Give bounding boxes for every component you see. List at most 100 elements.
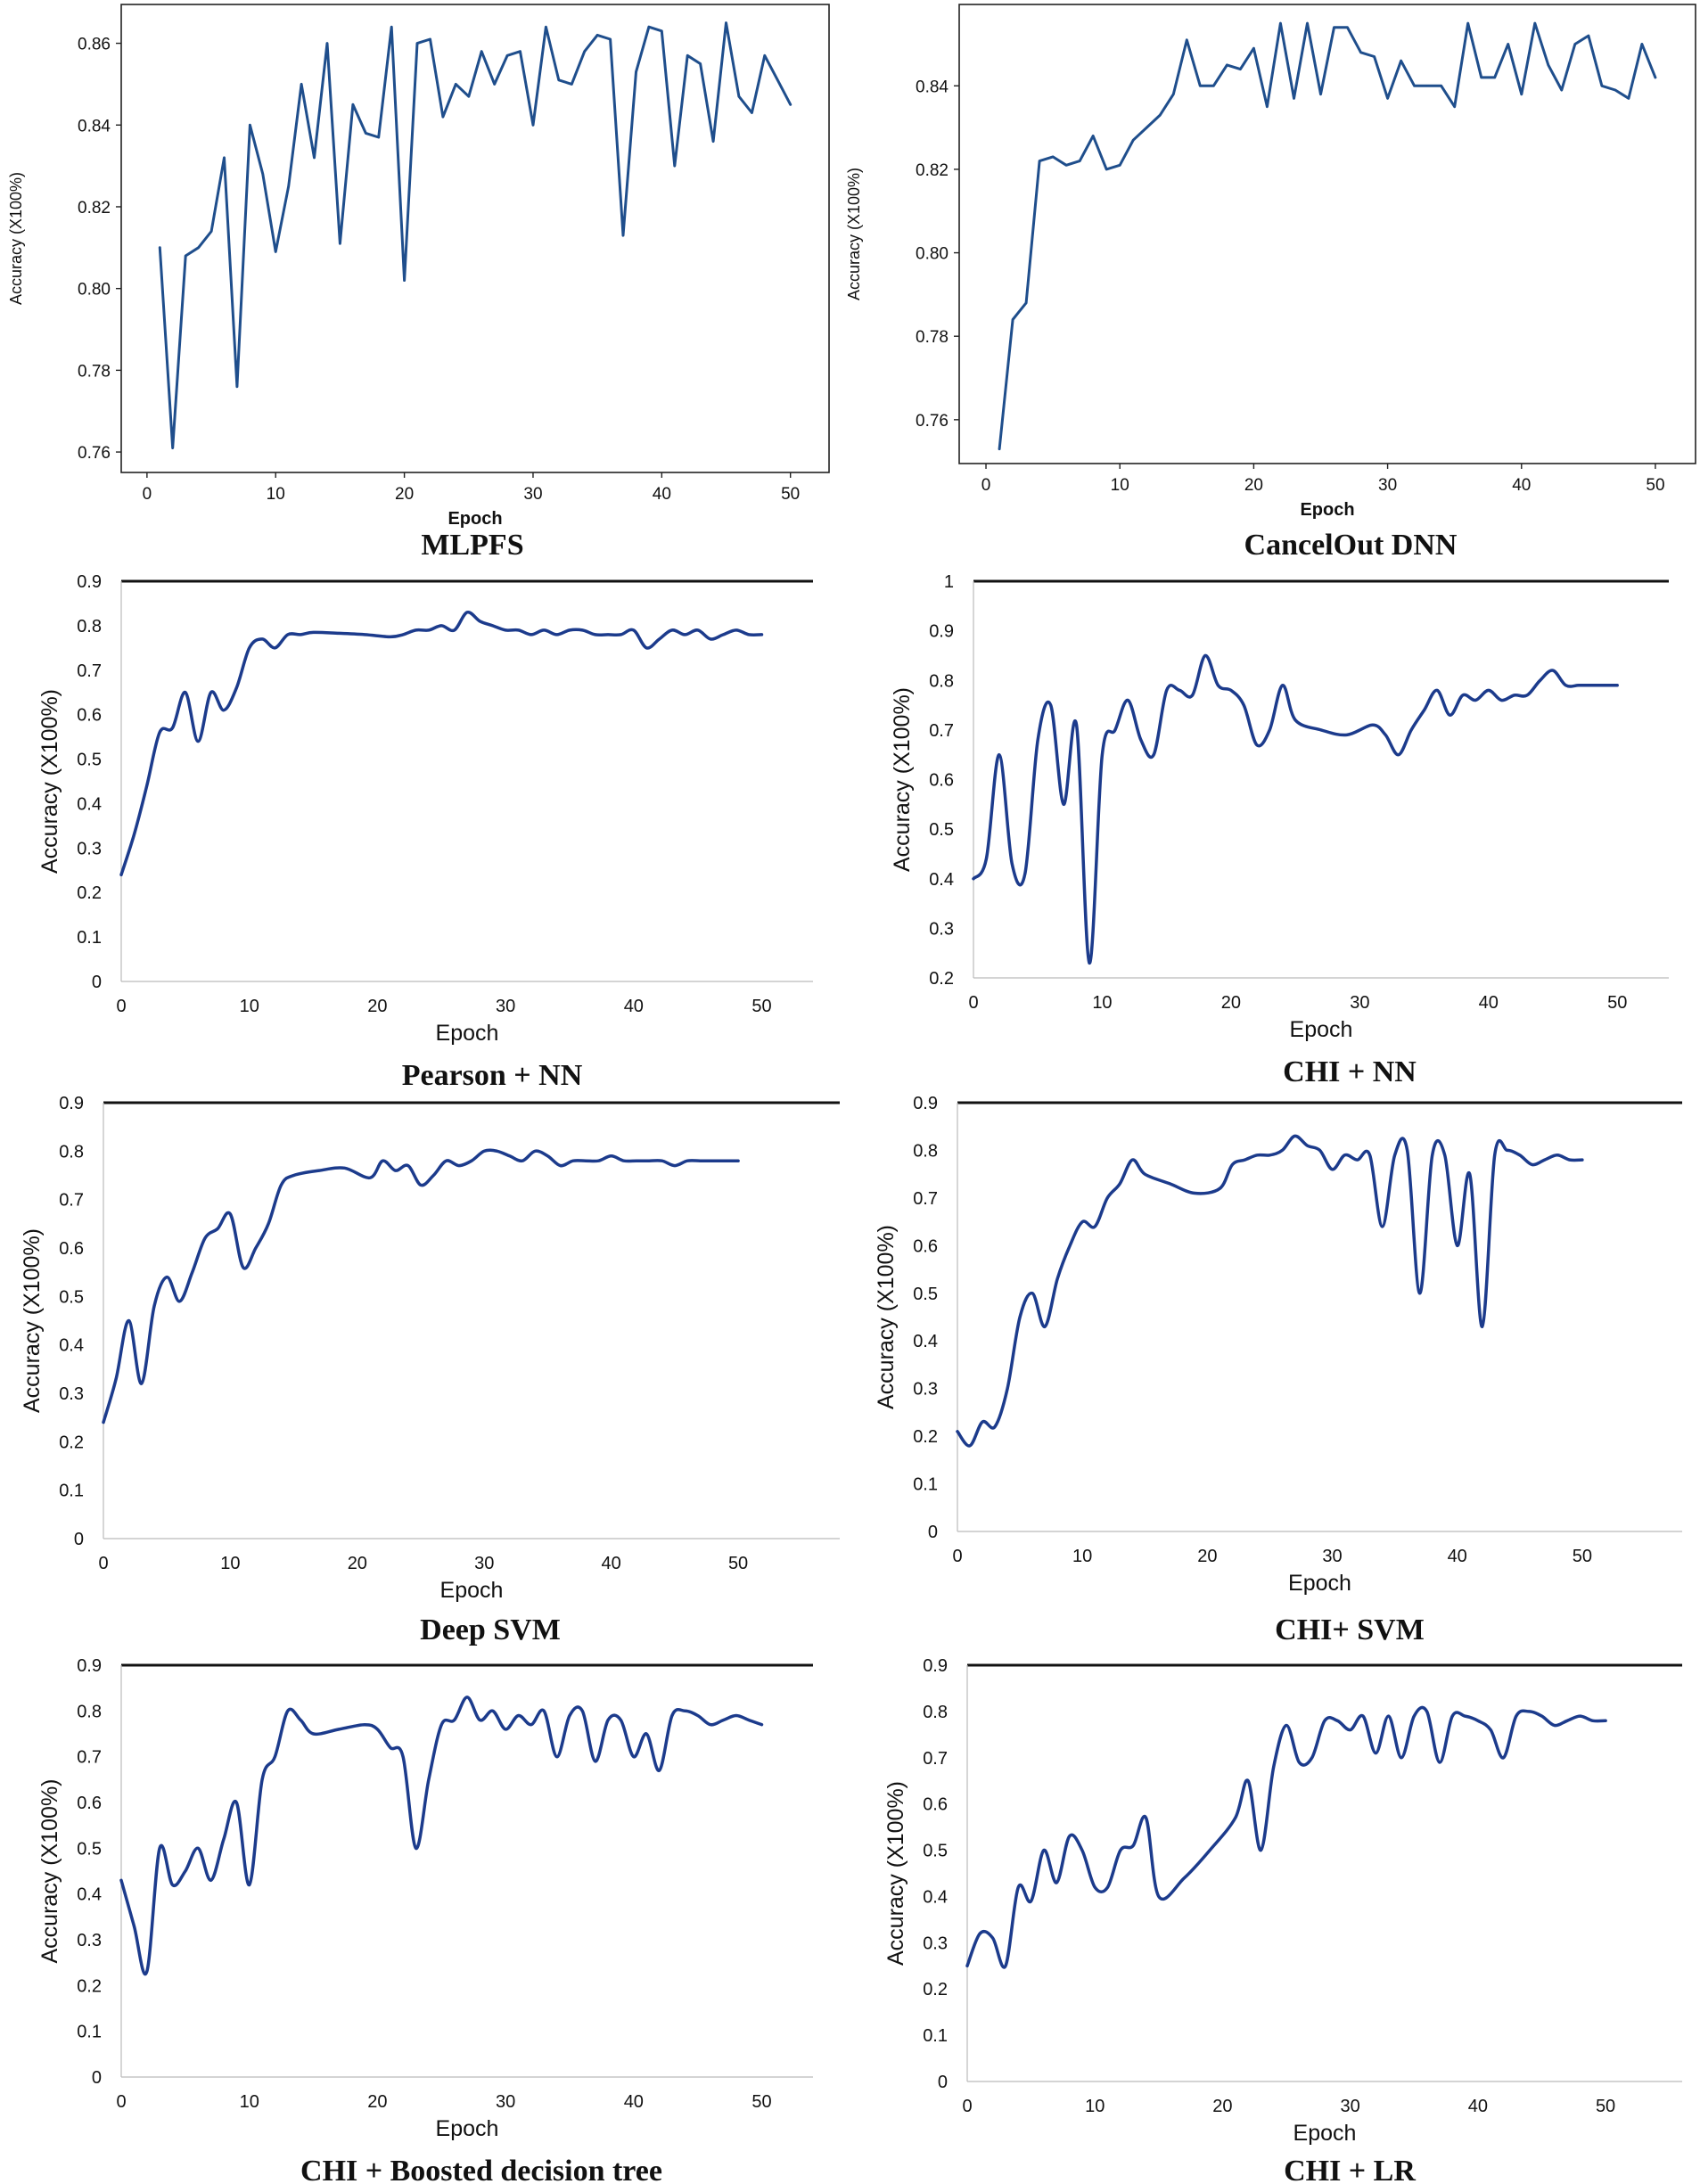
data-point <box>1375 1752 1377 1754</box>
data-point <box>1229 689 1233 692</box>
x-tick-label: 10 <box>1072 1547 1092 1566</box>
data-point <box>632 628 635 632</box>
data-point <box>191 1271 193 1274</box>
data-point <box>1400 1756 1403 1760</box>
data-point <box>363 633 366 636</box>
data-point <box>1568 1158 1572 1162</box>
x-tick-label: 0 <box>952 1547 962 1566</box>
data-point <box>483 1150 486 1153</box>
chart-4: 0 10 20 30 40 50 0.2 0.3 0.4 0.5 0.6 0.7 0.8 0.9 1 Epoc… <box>890 572 1669 1088</box>
data-point <box>390 26 393 29</box>
data-point <box>432 1174 435 1177</box>
x-tick-label: 10 <box>1085 2097 1105 2116</box>
y-tick-label: 0.4 <box>59 1336 84 1356</box>
data-point <box>325 42 329 45</box>
series-line <box>102 1148 740 1425</box>
data-point <box>1525 694 1529 697</box>
data-point <box>581 628 584 632</box>
y-tick-label: 0.82 <box>78 199 111 218</box>
data-point <box>1199 85 1202 87</box>
data-point <box>709 637 712 641</box>
data-point <box>711 140 715 143</box>
data-point <box>242 1266 244 1269</box>
data-point <box>1387 1714 1390 1718</box>
y-axis-label: Accuracy (X100%) <box>37 1778 62 1963</box>
data-point <box>1203 654 1207 657</box>
y-tick-label: 0.5 <box>77 1839 102 1859</box>
data-point <box>401 633 405 636</box>
data-point <box>1075 724 1078 727</box>
data-point <box>1451 1714 1454 1718</box>
data-point <box>736 1160 740 1162</box>
y-tick-label: 0.80 <box>916 245 949 264</box>
data-point <box>171 447 174 449</box>
data-point <box>1359 51 1362 53</box>
data-point <box>313 156 316 160</box>
y-axis-label: Accuracy (X100%) <box>874 1225 899 1409</box>
y-tick-label: 0.1 <box>59 1482 84 1501</box>
data-point <box>543 1710 546 1712</box>
x-tick-label: 0 <box>968 993 978 1013</box>
data-point <box>389 1746 391 1749</box>
y-axis-label: Accuracy (X100%) <box>20 1228 45 1413</box>
data-point <box>171 727 174 729</box>
data-point <box>1281 1149 1284 1152</box>
x-tick-label: 30 <box>474 1554 494 1573</box>
data-point <box>505 54 509 57</box>
data-point <box>571 1160 575 1162</box>
y-tick-label: 0.4 <box>913 1332 938 1351</box>
x-axis-label: Epoch <box>1288 1571 1351 1596</box>
data-point <box>1627 97 1630 100</box>
data-point <box>776 78 779 82</box>
x-tick-label: 50 <box>781 485 800 504</box>
data-point <box>453 1719 456 1721</box>
data-point <box>1132 1844 1135 1847</box>
x-tick-label: 30 <box>1350 993 1369 1013</box>
data-point <box>133 833 136 836</box>
x-tick-label: 10 <box>240 2092 259 2112</box>
data-point <box>1306 21 1309 25</box>
data-point <box>760 633 763 636</box>
y-tick-label: 0 <box>92 973 102 992</box>
data-point <box>445 1160 448 1162</box>
data-point <box>530 633 533 636</box>
y-axis-label: Accuracy (X100%) <box>845 168 863 300</box>
data-point <box>209 230 213 233</box>
data-point <box>1023 873 1027 875</box>
data-point <box>1518 1154 1522 1157</box>
data-point <box>1520 93 1523 95</box>
data-point <box>1443 1154 1446 1157</box>
data-point <box>415 628 417 632</box>
data-point <box>1371 724 1375 727</box>
y-tick-label: 0.9 <box>59 1094 84 1113</box>
data-point <box>1476 1720 1480 1722</box>
y-tick-label: 0.9 <box>77 1656 102 1676</box>
data-point <box>1577 684 1581 686</box>
data-point <box>1281 684 1284 686</box>
x-tick-label: 10 <box>1111 476 1129 495</box>
y-tick-label: 0.80 <box>78 281 111 300</box>
x-tick-label: 20 <box>395 485 414 504</box>
data-point <box>534 1150 537 1153</box>
data-point <box>300 633 302 636</box>
data-point <box>521 1160 524 1162</box>
data-point <box>1440 85 1442 87</box>
data-point <box>389 636 391 638</box>
data-point <box>519 50 521 53</box>
data-point <box>594 633 596 636</box>
data-point <box>711 1160 714 1162</box>
data-point <box>789 103 792 106</box>
data-point <box>979 1932 981 1935</box>
data-point <box>647 26 651 29</box>
data-point <box>286 1710 289 1712</box>
y-tick-label: 0.6 <box>59 1239 84 1259</box>
data-point <box>203 1236 207 1240</box>
data-point <box>1474 699 1477 702</box>
data-point <box>1186 38 1188 41</box>
chart-3: 0 10 20 30 40 50 0 0.1 0.2 0.3 0.4 0.5 0.6 0.7 0.8 0.9 E… <box>37 572 813 1092</box>
data-point <box>1146 126 1148 129</box>
chart-caption: Deep SVM <box>420 1613 561 1646</box>
plot-frame <box>958 4 1696 464</box>
chart-5: 0 10 20 30 40 50 0 0.1 0.2 0.3 0.4 0.5 0.6 0.7 0.8 0.9 E… <box>20 1094 840 1646</box>
data-point <box>1243 703 1245 707</box>
